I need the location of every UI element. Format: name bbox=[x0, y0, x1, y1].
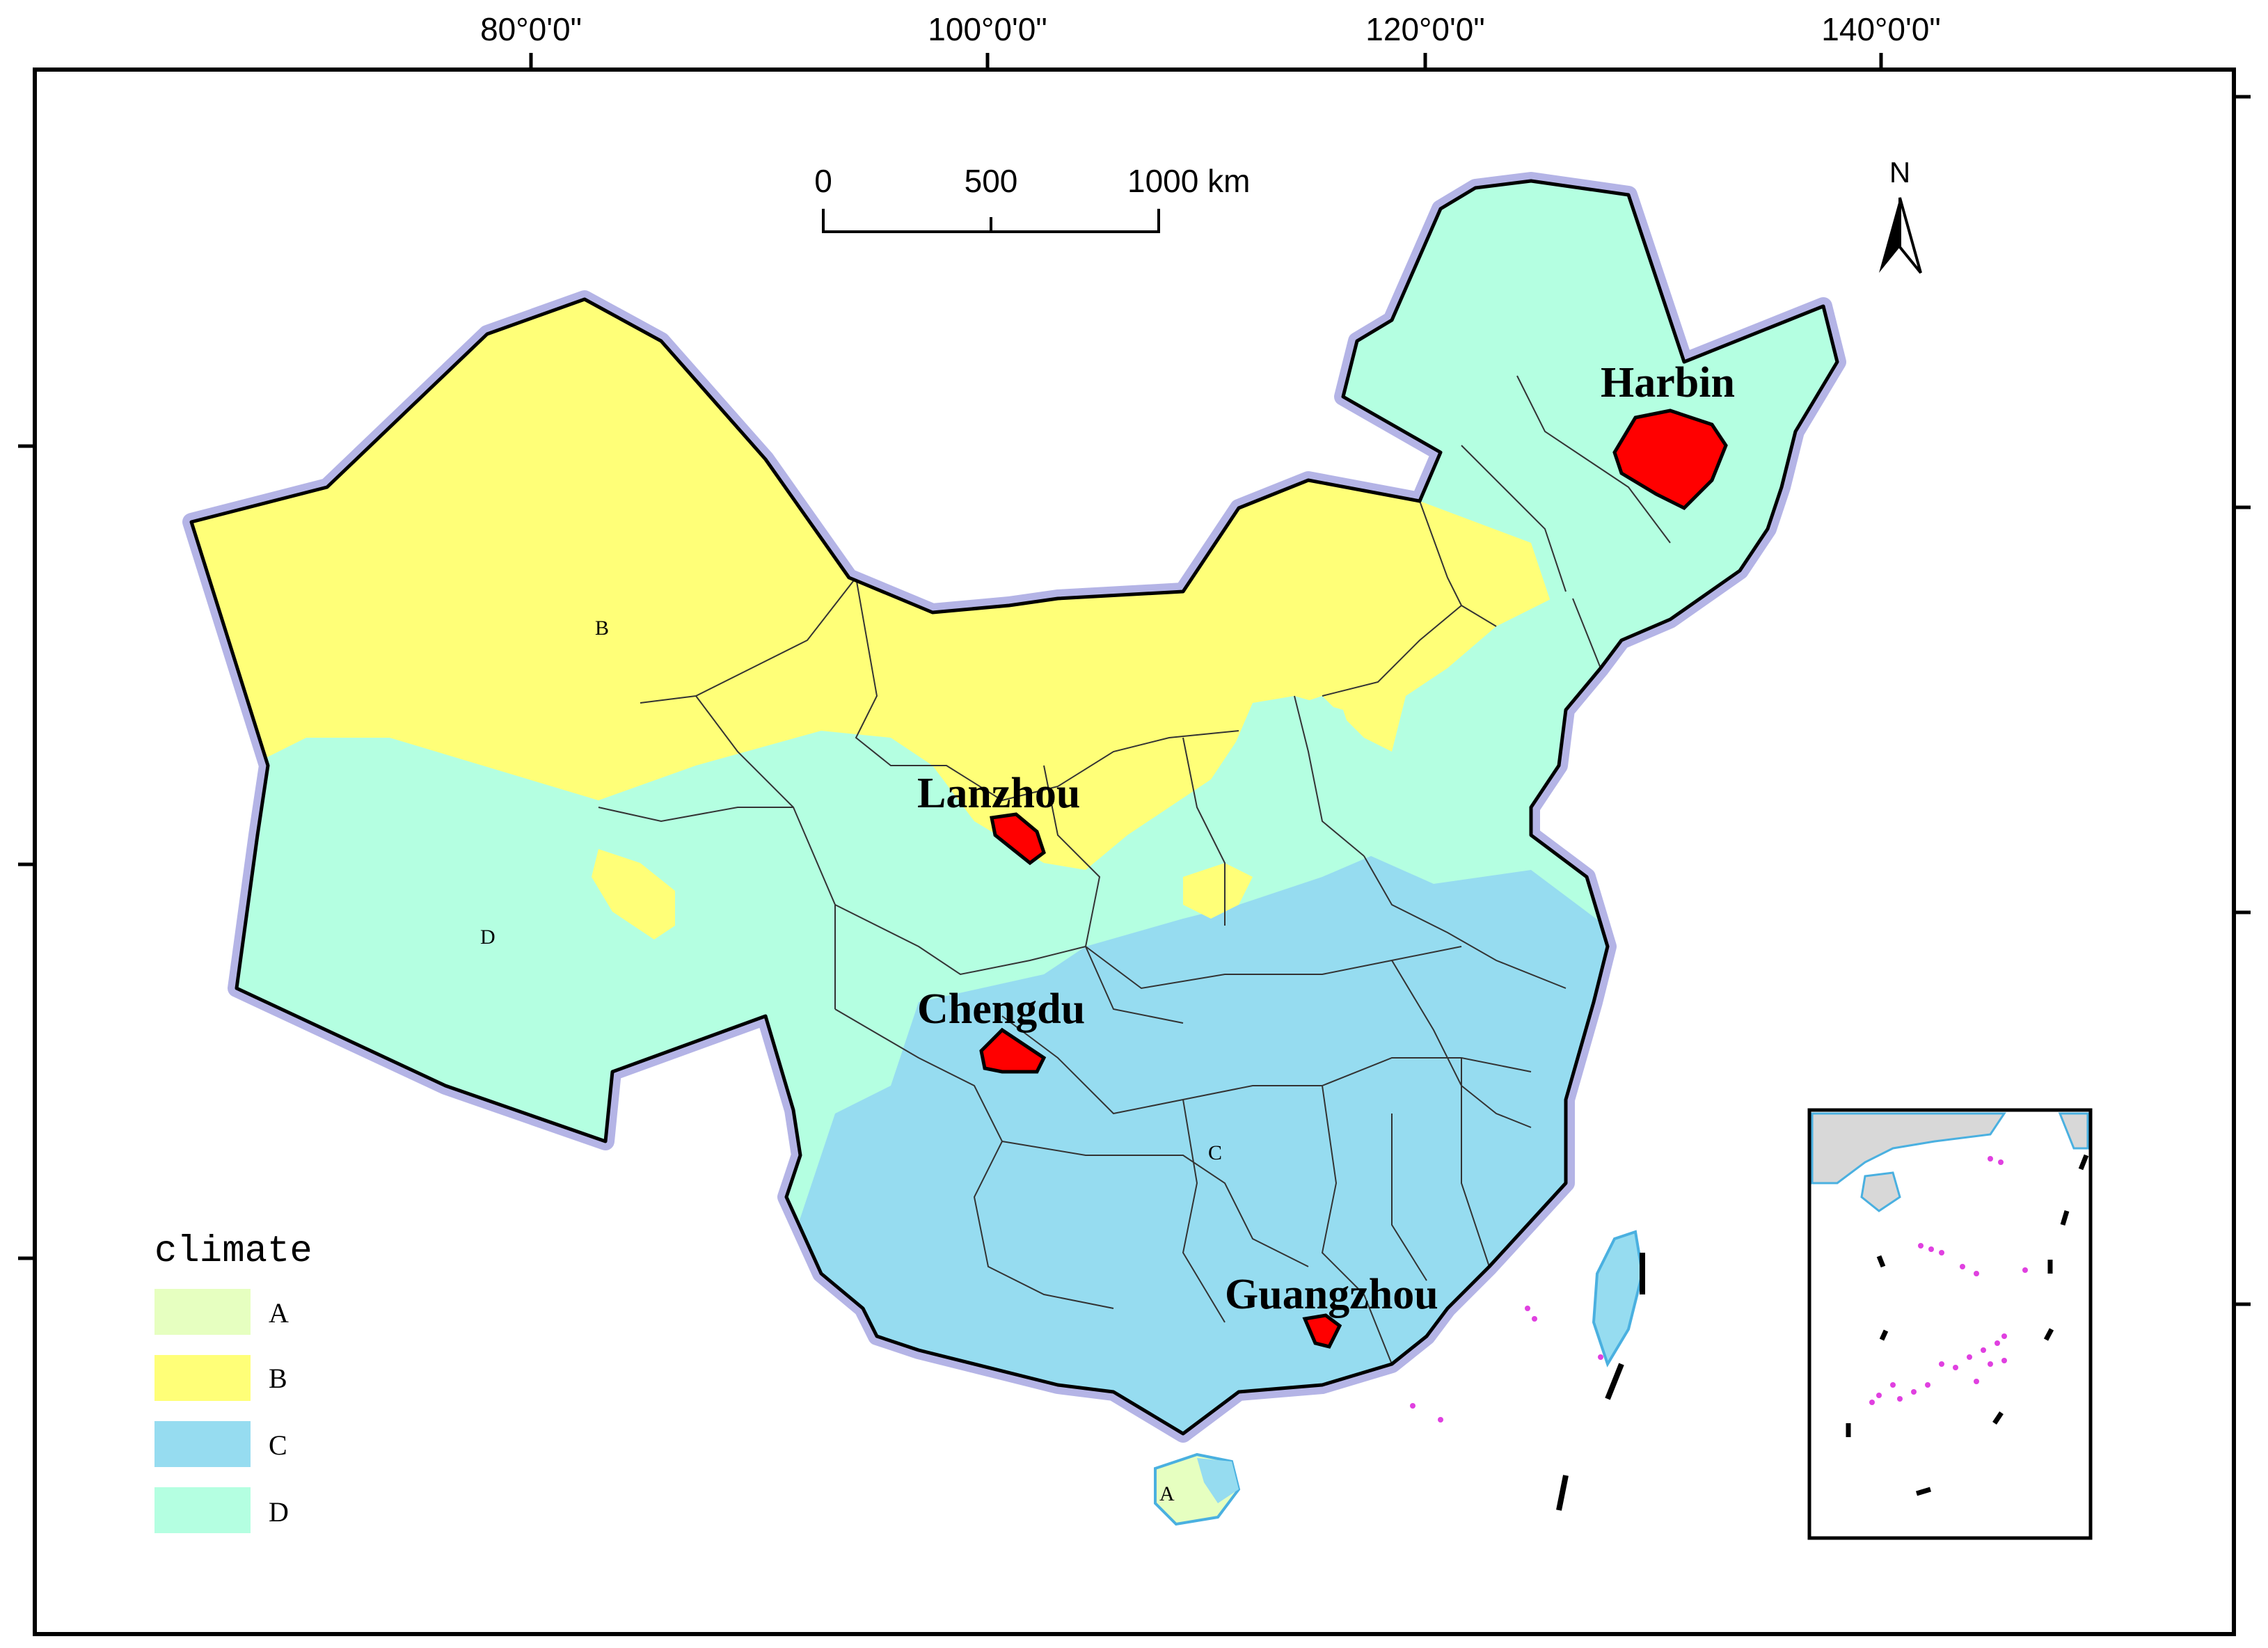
city-label-chengdu: Chengdu bbox=[917, 985, 1085, 1033]
dash-lines bbox=[1556, 1253, 1645, 1511]
province-boundaries bbox=[598, 375, 1671, 1365]
city-label-harbin: Harbin bbox=[1601, 359, 1735, 406]
legend-swatch-b bbox=[154, 1355, 251, 1401]
lanzhou-area bbox=[990, 812, 1046, 866]
legend-title: climate bbox=[154, 1230, 312, 1273]
legend-swatch-c bbox=[154, 1421, 251, 1467]
scale-label-500: 500 bbox=[965, 163, 1018, 199]
graticule-ticks bbox=[18, 53, 2251, 1306]
hainan-c-part bbox=[1197, 1458, 1239, 1503]
scale-label-0: 0 bbox=[814, 163, 832, 199]
zone-d-northeast bbox=[1343, 181, 1837, 668]
city-label-guangzhou: Guangzhou bbox=[1225, 1271, 1438, 1318]
harbin-area bbox=[1612, 409, 1728, 511]
longitude-label-140: 140°0'0" bbox=[1821, 11, 1940, 47]
east-sea-islands bbox=[1410, 1306, 1603, 1423]
scale-label-1000: 1000 km bbox=[1127, 163, 1250, 199]
city-label-lanzhou: Lanzhou bbox=[917, 770, 1080, 817]
zone-label-a: A bbox=[1159, 1482, 1175, 1505]
longitude-label-80: 80°0'0" bbox=[480, 11, 582, 47]
legend-label-c: C bbox=[269, 1429, 287, 1461]
legend-label-d: D bbox=[269, 1496, 289, 1528]
zone-d-center bbox=[1211, 696, 1357, 835]
country-outline bbox=[189, 179, 1839, 1436]
legend-label-b: B bbox=[269, 1363, 287, 1394]
zone-b-area bbox=[191, 181, 1601, 870]
chengdu-area bbox=[979, 1027, 1047, 1074]
zone-b-central-strip bbox=[1183, 863, 1253, 919]
north-label: N bbox=[1889, 156, 1910, 189]
guangzhou-area bbox=[1302, 1313, 1342, 1349]
north-arrow-icon: N bbox=[1879, 156, 1922, 274]
longitude-label-120: 120°0'0" bbox=[1365, 11, 1484, 47]
zone-b-qaidam bbox=[592, 849, 675, 940]
zone-label-c: C bbox=[1208, 1141, 1222, 1164]
legend-swatch-a bbox=[154, 1289, 251, 1335]
zone-label-d: D bbox=[480, 926, 495, 949]
zone-c-area bbox=[696, 856, 1670, 1434]
scale-bar: 0 500 1000 km bbox=[814, 163, 1250, 233]
taiwan-island bbox=[1592, 1230, 1644, 1368]
legend-swatch-d bbox=[154, 1487, 251, 1533]
south-china-sea-inset bbox=[1807, 1108, 2093, 1540]
longitude-label-100: 100°0'0" bbox=[928, 11, 1047, 47]
legend: climate A B C D bbox=[154, 1230, 312, 1533]
zone-label-b: B bbox=[595, 617, 609, 640]
legend-label-a: A bbox=[269, 1297, 289, 1329]
